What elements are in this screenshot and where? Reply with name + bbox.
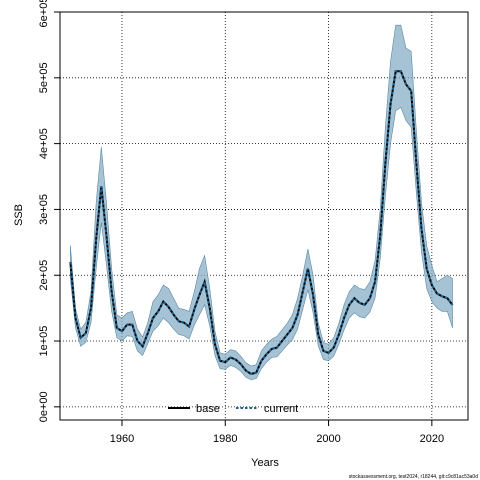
legend: base current [168,403,298,415]
y-tick-label: 1e+05 [38,326,50,357]
legend-label-base: base [196,403,220,415]
x-tick-label: 1980 [213,433,237,445]
y-tick-label: 5e+05 [38,62,50,93]
x-axis-title: Years [251,457,279,469]
x-tick-label: 2000 [316,433,340,445]
y-tick-label: 6e+05 [38,0,50,27]
y-tick-label: 4e+05 [38,128,50,159]
legend-label-current: current [264,403,298,415]
confidence-band [70,24,453,381]
series-line-current [69,70,454,376]
plot-frame [59,11,469,421]
y-tick-label: 2e+05 [38,260,50,291]
x-axis: 1960 1980 2000 2020 [110,420,444,445]
y-tick-label: 3e+05 [38,194,50,225]
y-axis: 0e+00 1e+05 2e+05 3e+05 4e+05 5e+05 6e+05 [38,0,60,422]
x-tick-label: 1960 [110,433,134,445]
y-axis-title: SSB [13,204,25,226]
grid-lines [60,11,468,420]
y-tick-label: 0e+00 [38,391,50,422]
x-tick-label: 2020 [420,433,444,445]
footer-credit: stockassessment.org, test2024, r18244, g… [349,474,478,480]
